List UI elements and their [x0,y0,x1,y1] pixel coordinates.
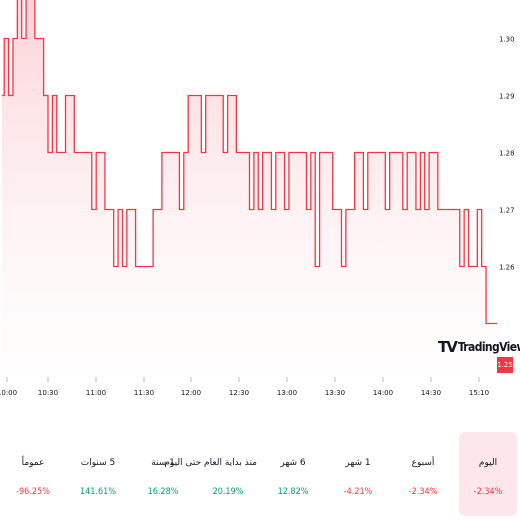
x-axis-tick-label: 12:00 [181,389,201,397]
x-axis-tick-label: 14:30 [421,389,441,397]
y-axis-tick-label: 1.30 [499,36,515,44]
tradingview-wordmark: TradingView [457,340,520,354]
period-change: 141.61% [79,487,117,497]
x-axis-tick-label: 11:30 [134,389,154,397]
period-name: اليوم [478,458,498,468]
period-change: ‎-96.25% [16,487,50,497]
price-line [2,0,497,325]
period-change: 12.82% [277,487,309,497]
period-name: 5 سنوات [80,458,116,468]
price-chart-area[interactable]: 1.30 1.29 1.28 1.27 1.26 10:00 10:30 11:00 11:3… [0,0,520,425]
period-change: ‎-2.34% [408,487,438,497]
period-today[interactable]: اليوم ‎-2.34% [459,432,517,516]
period-5-years[interactable]: 5 سنوات 141.61% [69,432,127,516]
x-axis-tick-label: 14:00 [373,389,393,397]
period-change: 16.28% [147,487,179,497]
period-all-time[interactable]: عموماً ‎-96.25% [4,432,62,516]
period-name: منذ بداية العام حتى اليوم [164,458,257,468]
x-axis-tick-label: 12:30 [229,389,249,397]
tradingview-mark-icon: TV [438,338,458,356]
period-name: عموماً [21,458,45,468]
x-axis-tick-label: 10:00 [0,389,17,397]
period-name: أسبوع [411,458,435,468]
last-price-label: 1.25 [497,357,513,373]
period-week[interactable]: أسبوع ‎-2.34% [394,432,452,516]
performance-periods: اليوم ‎-2.34% أسبوع ‎-2.34% 1 شهر ‎-4.21… [0,428,520,520]
x-axis-tick-label: 13:00 [277,389,297,397]
period-ytd[interactable]: منذ بداية العام حتى اليوم 20.19% [164,432,257,516]
period-6-months[interactable]: 6 شهر 12.82% [264,432,322,516]
y-axis-tick-label: 1.27 [499,207,515,215]
period-name: 1 شهر [345,458,371,468]
period-name: 6 شهر [280,458,306,468]
period-name: 1 سنة [151,458,175,468]
x-axis-tick-label: 10:30 [38,389,58,397]
y-axis-tick-label: 1.29 [499,93,515,101]
price-chart[interactable]: 1.30 1.29 1.28 1.27 1.26 10:00 10:30 11:00 11:3… [0,0,520,425]
y-axis-tick-label: 1.26 [499,264,515,272]
period-change: 20.19% [212,487,244,497]
period-1-month[interactable]: 1 شهر ‎-4.21% [329,432,387,516]
x-axis-tick-label: 11:00 [86,389,106,397]
period-1-year[interactable]: 1 سنة 16.28% [134,432,192,516]
period-change: ‎-4.21% [343,487,373,497]
x-axis-tick-label: 15:10 [469,389,489,397]
period-change: ‎-2.34% [473,487,503,497]
tradingview-logo[interactable]: TV TradingView [438,338,520,356]
x-axis-tick-label: 13:30 [325,389,345,397]
y-axis-tick-label: 1.28 [499,150,515,158]
